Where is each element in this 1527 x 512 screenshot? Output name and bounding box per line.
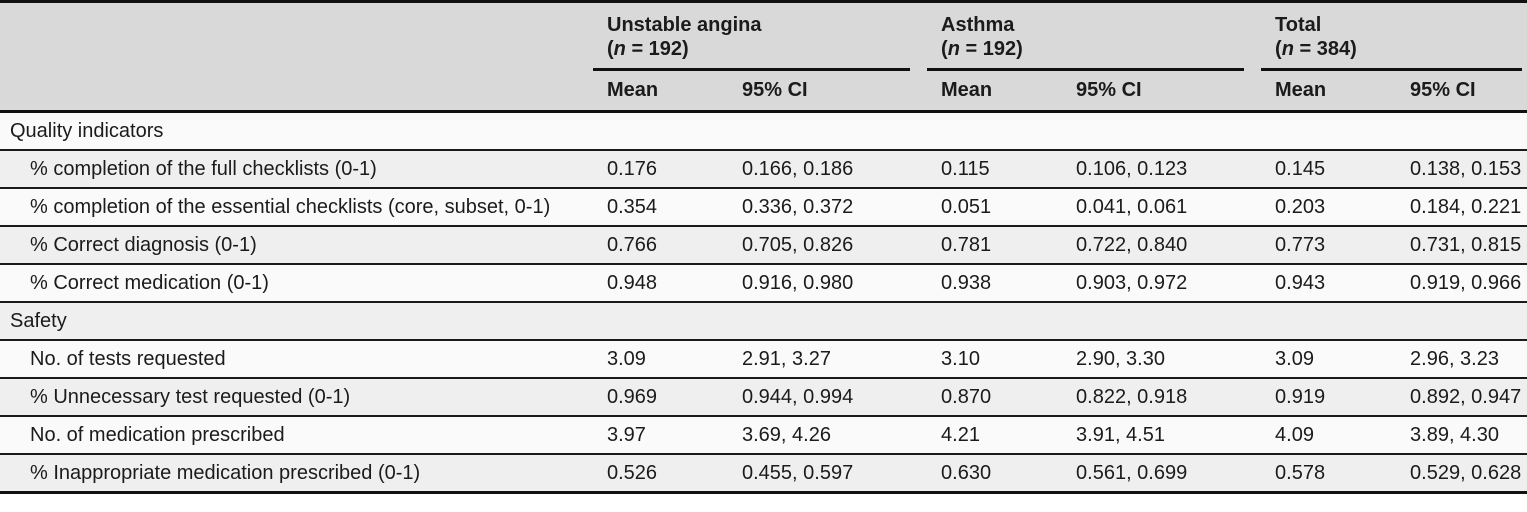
mean-value: 4.21: [927, 416, 1063, 454]
ci-value: 0.705, 0.826: [728, 226, 928, 264]
ci-value: 3.89, 4.30: [1396, 416, 1527, 454]
group-header-unstable-angina: Unstable angina (n = 192): [593, 1, 928, 71]
mean-value: 4.09: [1261, 416, 1397, 454]
mean-value: 0.969: [593, 378, 728, 416]
mean-value: 0.938: [927, 264, 1063, 302]
ci-value: 3.91, 4.51: [1062, 416, 1262, 454]
row-label: % Correct medication (0-1): [0, 264, 593, 302]
section-header: Safety: [0, 302, 1527, 340]
table-row: % Inappropriate medication prescribed (0…: [0, 454, 1527, 493]
group-header-total: Total (n = 384): [1261, 1, 1527, 71]
ci-value: 0.455, 0.597: [728, 454, 928, 493]
group-title: Unstable angina (n = 192): [607, 14, 762, 60]
ci-value: 2.90, 3.30: [1062, 340, 1262, 378]
mean-value: 0.051: [927, 188, 1063, 226]
group-rule: [593, 68, 911, 71]
group-rule: [1261, 68, 1523, 71]
mean-value: 3.10: [927, 340, 1063, 378]
ci-value: 0.919, 0.966: [1396, 264, 1527, 302]
mean-value: 0.115: [927, 150, 1063, 188]
sub-header-row: Mean 95% CI Mean 95% CI Mean 95% CI: [0, 71, 1527, 113]
ci-column-header: 95% CI: [1062, 71, 1262, 113]
mean-value: 0.948: [593, 264, 728, 302]
row-label: No. of tests requested: [0, 340, 593, 378]
table-row: % Correct diagnosis (0-1) 0.766 0.705, 0.8…: [0, 226, 1527, 264]
ci-value: 0.903, 0.972: [1062, 264, 1262, 302]
ci-value: 0.106, 0.123: [1062, 150, 1262, 188]
mean-value: 0.766: [593, 226, 728, 264]
ci-value: 2.96, 3.23: [1396, 340, 1527, 378]
ci-column-header: 95% CI: [1396, 71, 1527, 113]
group-title: Asthma (n = 192): [941, 14, 1023, 60]
ci-value: 3.69, 4.26: [728, 416, 928, 454]
table-row: % Unnecessary test requested (0-1) 0.969 0…: [0, 378, 1527, 416]
row-label: % Unnecessary test requested (0-1): [0, 378, 593, 416]
mean-value: 0.773: [1261, 226, 1397, 264]
group-rule: [927, 68, 1245, 71]
table-row: % completion of the essential checklists…: [0, 188, 1527, 226]
corner-cell: [0, 1, 593, 113]
ci-value: 0.892, 0.947: [1396, 378, 1527, 416]
ci-value: 2.91, 3.27: [728, 340, 928, 378]
table-body: Quality indicators% completion of the fu…: [0, 111, 1527, 493]
mean-column-header: Mean: [593, 71, 728, 113]
mean-value: 0.578: [1261, 454, 1397, 493]
ci-value: 0.561, 0.699: [1062, 454, 1262, 493]
mean-value: 0.919: [1261, 378, 1397, 416]
row-label: No. of medication prescribed: [0, 416, 593, 454]
mean-value: 0.781: [927, 226, 1063, 264]
ci-value: 0.166, 0.186: [728, 150, 928, 188]
table-row: % completion of the full checklists (0-1…: [0, 150, 1527, 188]
table-row: No. of medication prescribed 3.97 3.69, 4.…: [0, 416, 1527, 454]
mean-value: 3.09: [1261, 340, 1397, 378]
section-row: Quality indicators: [0, 111, 1527, 150]
section-row: Safety: [0, 302, 1527, 340]
mean-value: 0.943: [1261, 264, 1397, 302]
mean-column-header: Mean: [1261, 71, 1397, 113]
ci-value: 0.822, 0.918: [1062, 378, 1262, 416]
table-row: % Correct medication (0-1) 0.948 0.916, 0.…: [0, 264, 1527, 302]
ci-value: 0.916, 0.980: [728, 264, 928, 302]
mean-value: 0.630: [927, 454, 1063, 493]
group-header-asthma: Asthma (n = 192): [927, 1, 1262, 71]
mean-column-header: Mean: [927, 71, 1063, 113]
mean-value: 0.354: [593, 188, 728, 226]
mean-value: 0.176: [593, 150, 728, 188]
mean-value: 3.97: [593, 416, 728, 454]
ci-value: 0.138, 0.153: [1396, 150, 1527, 188]
group-title: Total (n = 384): [1275, 14, 1357, 60]
table-header: Unstable angina (n = 192) Asthma (n = 19…: [0, 1, 1527, 113]
row-label: % Correct diagnosis (0-1): [0, 226, 593, 264]
ci-value: 0.336, 0.372: [728, 188, 928, 226]
ci-value: 0.731, 0.815: [1396, 226, 1527, 264]
row-label: % Inappropriate medication prescribed (0…: [0, 454, 593, 493]
mean-value: 3.09: [593, 340, 728, 378]
ci-value: 0.722, 0.840: [1062, 226, 1262, 264]
row-label: % completion of the essential checklists…: [0, 188, 593, 226]
mean-value: 0.203: [1261, 188, 1397, 226]
mean-value: 0.870: [927, 378, 1063, 416]
row-label: % completion of the full checklists (0-1…: [0, 150, 593, 188]
mean-value: 0.145: [1261, 150, 1397, 188]
section-header: Quality indicators: [0, 111, 1527, 150]
ci-value: 0.184, 0.221: [1396, 188, 1527, 226]
ci-value: 0.944, 0.994: [728, 378, 928, 416]
group-header-row: Unstable angina (n = 192) Asthma (n = 19…: [0, 1, 1527, 113]
ci-column-header: 95% CI: [728, 71, 928, 113]
ci-value: 0.041, 0.061: [1062, 188, 1262, 226]
table-row: No. of tests requested 3.09 2.91, 3.27 3.10…: [0, 340, 1527, 378]
outcomes-table: Unstable angina (n = 192) Asthma (n = 19…: [0, 0, 1527, 494]
ci-value: 0.529, 0.628: [1396, 454, 1527, 493]
mean-value: 0.526: [593, 454, 728, 493]
